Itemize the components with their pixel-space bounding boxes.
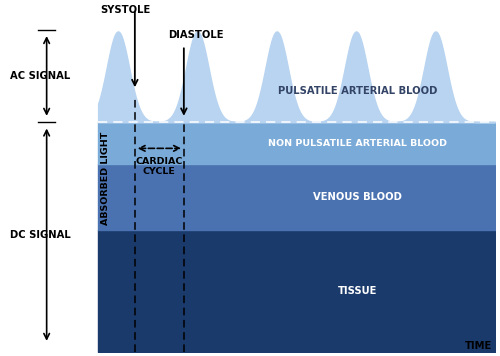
- Text: NON PULSATILE ARTERIAL BLOOD: NON PULSATILE ARTERIAL BLOOD: [268, 138, 448, 148]
- Text: VENOUS BLOOD: VENOUS BLOOD: [314, 192, 402, 202]
- Text: PULSATILE ARTERIAL BLOOD: PULSATILE ARTERIAL BLOOD: [278, 86, 438, 96]
- Text: DIASTOLE: DIASTOLE: [168, 30, 224, 40]
- Text: DC SIGNAL: DC SIGNAL: [10, 230, 70, 240]
- Text: ABSORBED LIGHT: ABSORBED LIGHT: [101, 131, 110, 225]
- Text: CARDIAC
CYCLE: CARDIAC CYCLE: [136, 157, 183, 177]
- Text: TISSUE: TISSUE: [338, 286, 378, 297]
- Text: TIME: TIME: [466, 341, 492, 351]
- Text: SYSTOLE: SYSTOLE: [100, 5, 150, 15]
- Text: AC SIGNAL: AC SIGNAL: [10, 71, 70, 81]
